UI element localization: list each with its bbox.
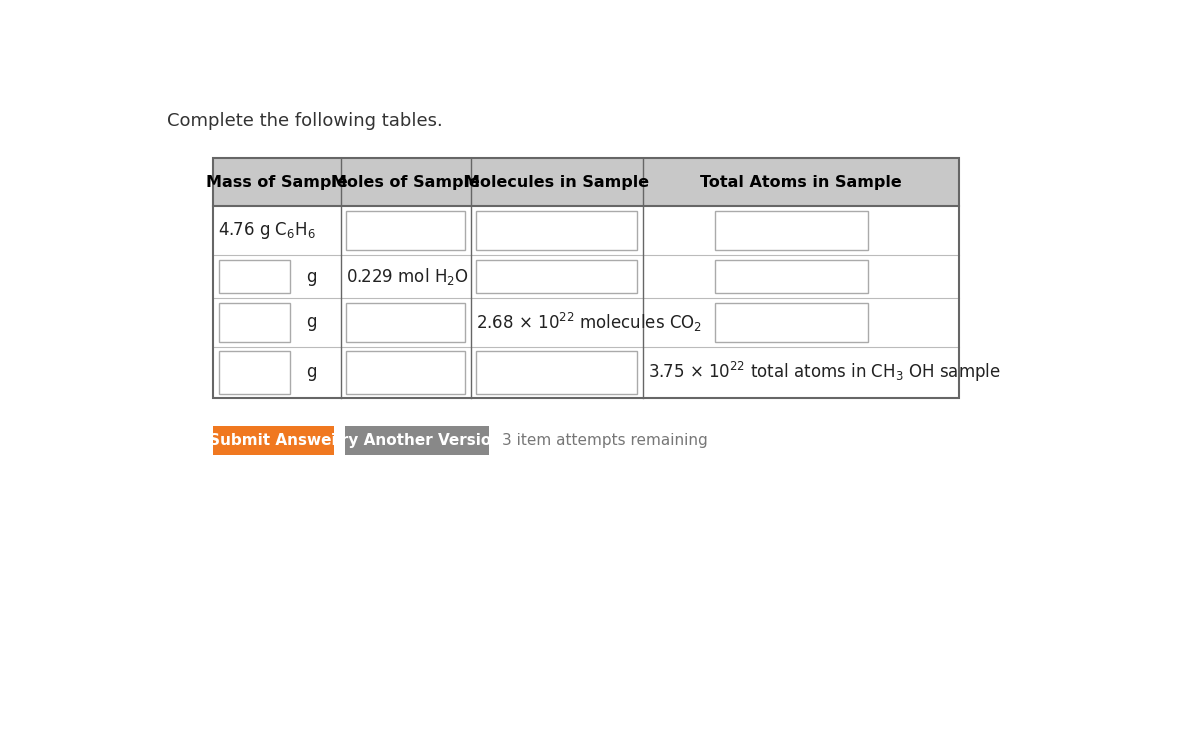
- Bar: [218, 259, 290, 293]
- Bar: [218, 302, 290, 342]
- Bar: [476, 259, 637, 293]
- Bar: [715, 302, 869, 342]
- Bar: [476, 351, 637, 394]
- Bar: [476, 211, 637, 250]
- Text: Submit Answer: Submit Answer: [209, 433, 338, 448]
- Bar: [347, 302, 466, 342]
- Text: Total Atoms in Sample: Total Atoms in Sample: [700, 175, 902, 189]
- Text: 2.68 $\times$ 10$^{22}$ molecules CO$_2$: 2.68 $\times$ 10$^{22}$ molecules CO$_2$: [476, 311, 703, 334]
- Bar: [218, 351, 290, 394]
- Bar: [347, 211, 466, 250]
- Bar: [347, 351, 466, 394]
- Bar: [214, 158, 959, 207]
- Bar: [214, 426, 334, 455]
- Bar: [346, 426, 490, 455]
- Text: 4.76 g C$_6$H$_6$: 4.76 g C$_6$H$_6$: [218, 220, 316, 241]
- Text: 3 item attempts remaining: 3 item attempts remaining: [502, 433, 707, 448]
- Text: Complete the following tables.: Complete the following tables.: [167, 112, 443, 130]
- Text: 3.75 $\times$ 10$^{22}$ total atoms in CH$_3$ OH sample: 3.75 $\times$ 10$^{22}$ total atoms in C…: [648, 360, 1001, 384]
- Text: Moles of Sample: Moles of Sample: [331, 175, 480, 189]
- Bar: [715, 211, 869, 250]
- Text: Mass of Sample: Mass of Sample: [206, 175, 348, 189]
- Text: 0.229 mol H$_2$O: 0.229 mol H$_2$O: [347, 266, 469, 287]
- Text: g: g: [306, 314, 317, 331]
- Bar: [214, 158, 959, 398]
- Text: Try Another Version: Try Another Version: [332, 433, 503, 448]
- Text: Molecules in Sample: Molecules in Sample: [464, 175, 649, 189]
- Bar: [715, 259, 869, 293]
- Text: g: g: [306, 267, 317, 285]
- Text: g: g: [306, 363, 317, 381]
